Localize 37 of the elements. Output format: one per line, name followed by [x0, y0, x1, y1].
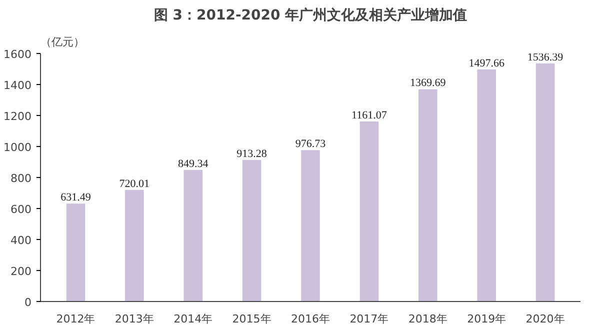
data-label: 976.73 — [295, 138, 326, 150]
y-tick-label: 1600 — [4, 48, 32, 61]
y-tick-label: 0 — [24, 296, 32, 309]
data-label: 1497.66 — [468, 57, 505, 70]
bar — [418, 89, 438, 302]
data-label: 849.34 — [178, 158, 209, 170]
bar — [184, 170, 202, 302]
x-tick-label: 2017年 — [350, 312, 389, 326]
bar — [477, 69, 496, 302]
data-label: 1161.07 — [352, 110, 388, 122]
x-tick-label: 2018年 — [408, 312, 448, 326]
y-tick-label: 800 — [10, 172, 32, 185]
x-tick-label: 2019年 — [467, 312, 506, 326]
bar — [66, 204, 86, 302]
chart-title: 图 3：2012-2020 年广州文化及相关产业增加值 — [154, 6, 468, 24]
y-tick-label: 200 — [10, 265, 32, 278]
data-label: 913.28 — [236, 148, 268, 160]
y-tick-label: 1400 — [4, 79, 32, 92]
x-tick-label: 2015年 — [232, 312, 272, 326]
x-tick-label: 2016年 — [291, 312, 330, 326]
y-tick-label: 400 — [10, 234, 32, 247]
bar — [536, 63, 555, 302]
x-tick-label: 2012年 — [56, 312, 96, 326]
bar — [125, 190, 144, 302]
bar — [360, 122, 379, 302]
data-label: 1369.69 — [410, 77, 446, 90]
bar — [242, 160, 262, 302]
y-tick-label: 1000 — [4, 141, 32, 154]
bar — [301, 150, 320, 302]
x-tick-label: 2020年 — [526, 312, 565, 326]
y-axis-title: （亿元） — [40, 36, 84, 48]
data-label: 720.01 — [119, 178, 150, 190]
data-label: 631.49 — [60, 192, 92, 204]
x-tick-label: 2014年 — [174, 312, 213, 326]
x-tick-label: 2013年 — [114, 312, 154, 326]
y-tick-label: 1200 — [4, 110, 32, 123]
y-tick-label: 600 — [10, 203, 32, 216]
